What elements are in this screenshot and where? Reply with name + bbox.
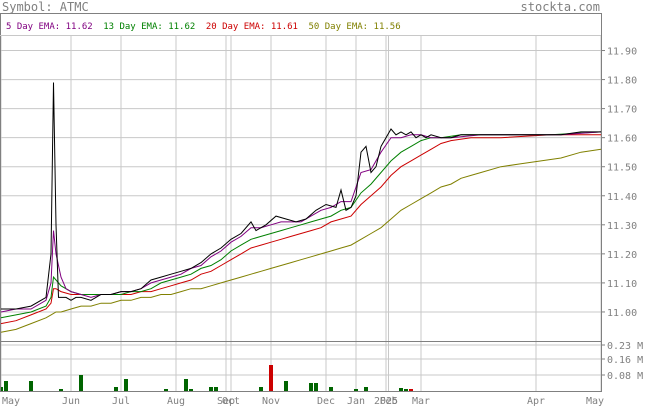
ema20-line bbox=[0, 134, 601, 325]
volume-bar bbox=[269, 365, 273, 391]
price-y-ticks: 11.90 11.80 11.70 11.60 11.50 11.40 11.30 11.20… bbox=[601, 47, 637, 319]
x-tick-label: Jan bbox=[347, 396, 365, 406]
volume-bar bbox=[124, 379, 128, 391]
x-tick-label: Jun bbox=[62, 396, 80, 406]
x-tick-label: Sep bbox=[217, 396, 235, 406]
volume-bar bbox=[79, 375, 83, 391]
symbol-label: Symbol: ATMC bbox=[2, 0, 89, 14]
volume-bar bbox=[29, 381, 33, 391]
price-line bbox=[1, 82, 601, 310]
volume-bar bbox=[409, 389, 413, 391]
x-tick-label: Mar bbox=[412, 396, 430, 406]
legend-entry: 50 Day EMA: 11.56 bbox=[309, 22, 401, 32]
legend-entry: 20 Day EMA: 11.61 bbox=[206, 22, 298, 32]
volume-bar bbox=[209, 387, 213, 391]
volume-bars bbox=[0, 365, 413, 391]
price-grid bbox=[0, 36, 602, 391]
volume-bar bbox=[259, 387, 263, 391]
x-tick-label: 2025 bbox=[374, 396, 398, 406]
volume-bar bbox=[214, 387, 218, 391]
volume-bar bbox=[284, 381, 288, 391]
legend-entry: 5 Day EMA: 11.62 bbox=[6, 22, 93, 32]
volume-tick-label: 0.08 M bbox=[607, 371, 643, 382]
volume-bar bbox=[404, 389, 408, 391]
legend-entry: 13 Day EMA: 11.62 bbox=[103, 22, 195, 32]
chart-frame bbox=[0, 13, 602, 392]
y-tick-label: 11.10 bbox=[607, 279, 637, 290]
y-tick-label: 11.00 bbox=[607, 308, 637, 319]
y-tick-label: 11.50 bbox=[607, 163, 637, 174]
ema-legend: 5 Day EMA: 11.62 13 Day EMA: 11.62 20 Day … bbox=[6, 22, 401, 32]
volume-bar bbox=[354, 389, 358, 391]
volume-bar bbox=[314, 383, 318, 391]
volume-bar bbox=[364, 387, 368, 391]
x-tick-label: Feb bbox=[379, 396, 397, 406]
volume-bar bbox=[309, 383, 313, 391]
y-tick-label: 11.60 bbox=[607, 134, 637, 145]
chart-frames bbox=[0, 13, 602, 392]
volume-bar bbox=[114, 387, 118, 391]
x-tick-label: Jul bbox=[112, 396, 130, 406]
site-name: stockta.com bbox=[520, 0, 600, 14]
y-tick-label: 11.80 bbox=[607, 76, 637, 87]
x-tick-label: Nov bbox=[262, 396, 280, 406]
x-tick-label: Dec bbox=[317, 396, 335, 406]
volume-y-ticks: 0.23 M 0.16 M 0.08 M bbox=[601, 341, 643, 382]
x-tick-label: Oct bbox=[222, 396, 240, 406]
volume-bar bbox=[184, 379, 188, 391]
x-tick-label: May bbox=[2, 396, 20, 406]
y-tick-label: 11.70 bbox=[607, 105, 637, 116]
y-tick-label: 11.40 bbox=[607, 192, 637, 203]
x-tick-label: May bbox=[586, 396, 604, 406]
volume-bar bbox=[59, 389, 63, 391]
price-series bbox=[0, 82, 602, 333]
volume-bar bbox=[189, 389, 193, 391]
volume-bar bbox=[399, 388, 403, 391]
ema5-line bbox=[0, 131, 602, 313]
volume-bar bbox=[164, 389, 168, 391]
volume-tick-label: 0.16 M bbox=[607, 355, 643, 366]
volume-grid bbox=[1, 344, 601, 376]
volume-bar bbox=[329, 387, 333, 391]
volume-tick-label: 0.23 M bbox=[607, 341, 643, 352]
y-tick-label: 11.30 bbox=[607, 221, 637, 232]
x-tick-label: Aug bbox=[167, 396, 185, 406]
x-tick-label: Apr bbox=[527, 396, 545, 406]
volume-bar bbox=[4, 381, 8, 391]
y-tick-label: 11.90 bbox=[607, 47, 637, 58]
volume-bar bbox=[0, 387, 3, 391]
ema50-line bbox=[0, 148, 602, 333]
y-tick-label: 11.20 bbox=[607, 250, 637, 261]
